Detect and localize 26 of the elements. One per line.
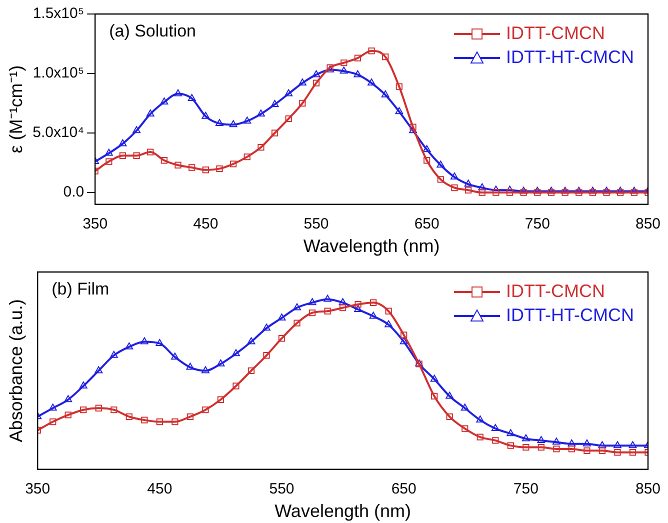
y-tick-label: 0.0 [63,184,84,201]
legend-label: IDTT-HT-CMCN [506,46,634,67]
x-axis-title: Wavelength (nm) [274,501,411,522]
y-tick-label: 1.5x10⁵ [32,5,84,22]
legend-label: IDTT-HT-CMCN [506,304,634,325]
x-tick-label: 750 [524,216,550,233]
x-tick-label: 850 [635,480,661,498]
text: (b) Film [52,280,110,299]
x-tick-label: 550 [304,216,329,233]
annotation: (a) Solution [109,22,196,41]
x-axis-title: Wavelength (nm) [303,236,440,256]
legend-label: IDTT-CMCN [506,280,606,301]
x-tick-label: 550 [269,480,294,498]
x-tick-label: 750 [513,480,538,498]
legend-label: IDTT-CMCN [506,22,606,43]
x-tick-label: 650 [391,480,416,498]
y-tick-label: 1.0x10⁵ [32,64,84,82]
y-tick-label: 5.0x10⁴ [32,124,84,142]
x-tick-label: 450 [147,480,172,498]
y-axis-title: ε (M⁻¹cm⁻¹) [6,65,26,154]
x-tick-label: 350 [82,216,108,233]
x-tick-label: 850 [635,216,661,233]
x-tick-label: 450 [193,216,218,233]
x-tick-label: 350 [25,480,50,498]
y-axis-title: Absorbance (a.u.) [6,299,26,442]
x-tick-label: 650 [414,216,440,233]
